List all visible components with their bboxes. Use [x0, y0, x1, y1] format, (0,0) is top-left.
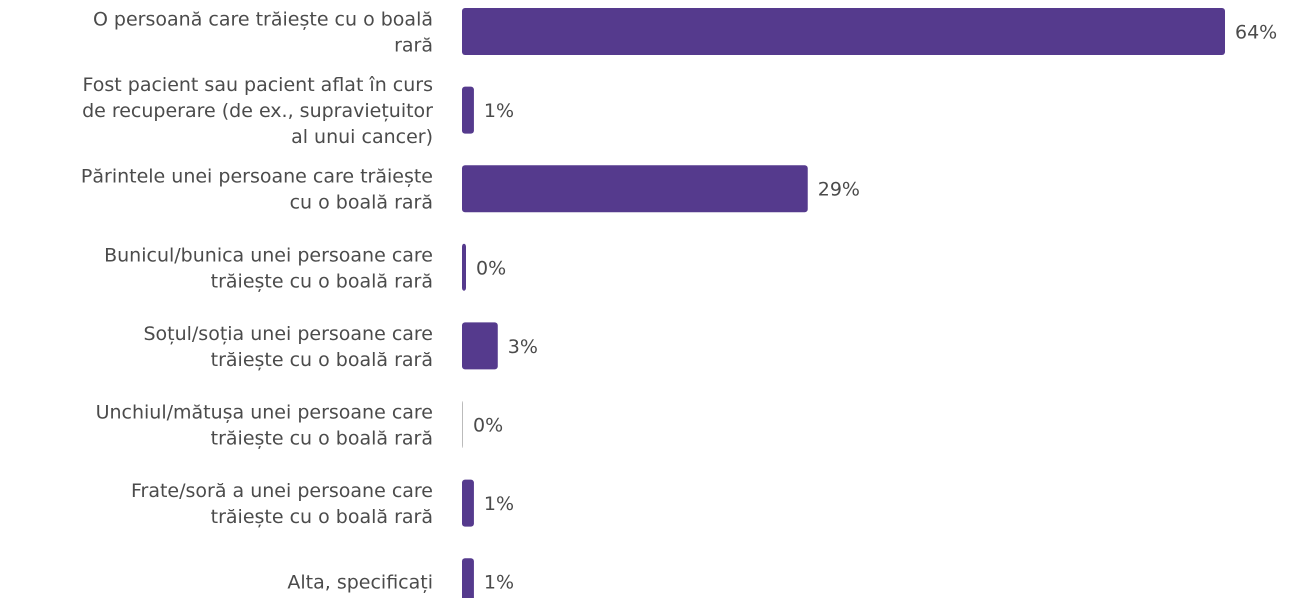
category-label-line: Unchiul/mătușa unei persoane care	[96, 402, 433, 424]
category-label-line: Alta, specificați	[287, 572, 433, 594]
bar	[462, 401, 463, 448]
value-label: 0%	[473, 415, 503, 437]
value-label: 29%	[818, 179, 860, 201]
value-labels: 64% 1% 29% 0% 3% 0% 1% 1%	[473, 22, 1277, 594]
value-label: 64%	[1235, 22, 1277, 44]
value-label: 3%	[508, 336, 538, 358]
category-label: Unchiul/mătușa unei persoane care trăieșt…	[96, 402, 433, 450]
category-label-line: O persoană care trăiește cu o boală	[93, 9, 433, 31]
bar	[462, 243, 466, 291]
category-label-line: Soțul/soția unei persoane care	[143, 323, 433, 345]
category-label: Alta, specificați	[287, 572, 433, 594]
category-label-line: Bunicul/bunica unei persoane care	[104, 244, 433, 266]
category-label-line: cu o boală rară	[290, 192, 433, 214]
category-label-line: Fost pacient sau pacient aflat în curs	[83, 74, 434, 96]
category-label: Frate/soră a unei persoane care trăiește …	[131, 480, 433, 528]
category-label-line: trăiește cu o boală rară	[211, 270, 433, 292]
bar	[462, 558, 474, 598]
category-label: Soțul/soția unei persoane care trăiește c…	[143, 323, 433, 371]
bar	[462, 165, 808, 213]
category-label-line: al unui cancer)	[291, 126, 433, 148]
category-label: Bunicul/bunica unei persoane care trăieșt…	[104, 244, 433, 292]
bar	[462, 8, 1225, 55]
value-label: 1%	[484, 493, 514, 515]
category-label-line: trăiește cu o boală rară	[211, 349, 433, 371]
category-label-line: de recuperare (de ex., supraviețuitor	[82, 100, 433, 122]
bars	[462, 8, 1225, 598]
category-label-line: Frate/soră a unei persoane care	[131, 480, 433, 502]
value-label: 1%	[484, 572, 514, 594]
category-labels: O persoană care trăiește cu o boală rară F…	[81, 9, 433, 594]
category-label-line: rară	[394, 35, 433, 57]
category-label-line: trăiește cu o boală rară	[211, 506, 433, 528]
category-label: Părintele unei persoane care trăiește cu …	[81, 166, 433, 214]
category-label: O persoană care trăiește cu o boală rară	[93, 9, 433, 57]
value-label: 0%	[476, 257, 506, 279]
category-label-line: trăiește cu o boală rară	[211, 428, 433, 450]
bar	[462, 322, 498, 370]
category-label-line: Părintele unei persoane care trăiește	[81, 166, 433, 188]
category-label: Fost pacient sau pacient aflat în curs de…	[82, 74, 433, 148]
bar	[462, 86, 474, 134]
value-label: 1%	[484, 100, 514, 122]
bar	[462, 479, 474, 527]
